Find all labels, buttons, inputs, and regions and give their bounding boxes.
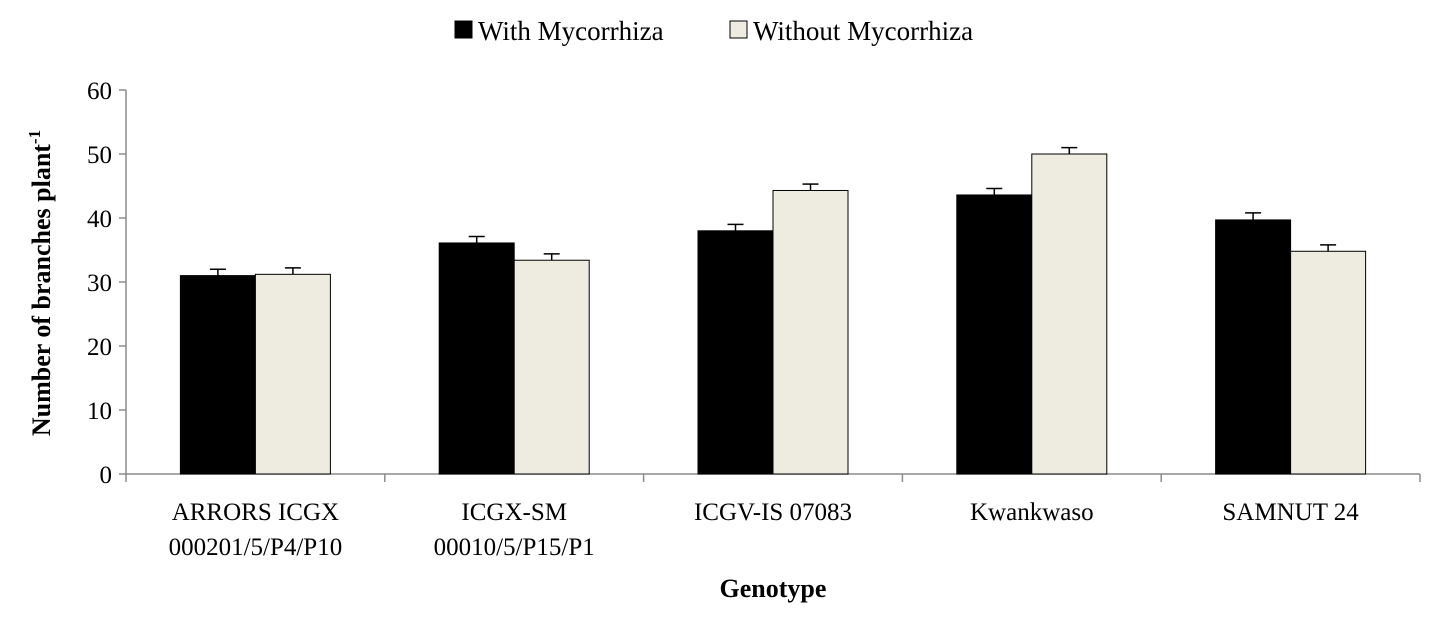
- bar-with-mycorrhiza-4: [1215, 219, 1292, 475]
- legend-swatch-with-mycorrhiza: [454, 20, 473, 39]
- error-bars: [209, 146, 1337, 276]
- x-category-label: 000201/5/P4/P10: [169, 534, 343, 561]
- bar-without-mycorrhiza-3: [1031, 153, 1108, 475]
- y-axis: 0 10 20 30 40 50 60: [87, 78, 127, 489]
- x-axis: ARRORS ICGX 000201/5/P4/P10 ICGX-SM 00010/5…: [125, 473, 1421, 561]
- y-tick-label: 10: [87, 398, 112, 425]
- x-axis-title: Genotype: [720, 574, 827, 603]
- y-tick-label: 0: [100, 462, 113, 489]
- y-tick-label: 60: [87, 78, 112, 105]
- bar-with-mycorrhiza-1: [438, 242, 515, 475]
- x-category-label: ICGV-IS 07083: [694, 499, 852, 526]
- legend-label-without-mycorrhiza: Without Mycorrhiza: [753, 16, 973, 46]
- y-tick-label: 40: [87, 206, 112, 233]
- bar-without-mycorrhiza-0: [254, 273, 331, 475]
- legend-swatch-without-mycorrhiza: [729, 20, 748, 39]
- x-category-label: 00010/5/P15/P1: [434, 534, 595, 561]
- x-category-label: SAMNUT 24: [1222, 499, 1359, 526]
- x-category-label: Kwankwaso: [970, 499, 1094, 526]
- x-category-label: ARRORS ICGX: [172, 499, 339, 526]
- bars: [179, 153, 1367, 475]
- y-tick-label: 30: [87, 270, 112, 297]
- bar-without-mycorrhiza-1: [513, 259, 590, 475]
- x-category-label: ICGX-SM: [461, 499, 567, 526]
- bar-with-mycorrhiza-0: [179, 275, 256, 475]
- y-axis-title-superscript: -1: [25, 130, 44, 144]
- y-axis-title: Number of branches plant-1: [25, 130, 56, 436]
- legend: With Mycorrhiza Without Mycorrhiza: [454, 16, 973, 46]
- bar-with-mycorrhiza-3: [956, 194, 1033, 475]
- legend-label-with-mycorrhiza: With Mycorrhiza: [478, 16, 664, 46]
- bar-without-mycorrhiza-2: [772, 189, 849, 475]
- y-tick-label: 20: [87, 334, 112, 361]
- bar-with-mycorrhiza-2: [697, 230, 774, 475]
- bar-without-mycorrhiza-4: [1290, 250, 1367, 475]
- y-tick-label: 50: [87, 142, 112, 169]
